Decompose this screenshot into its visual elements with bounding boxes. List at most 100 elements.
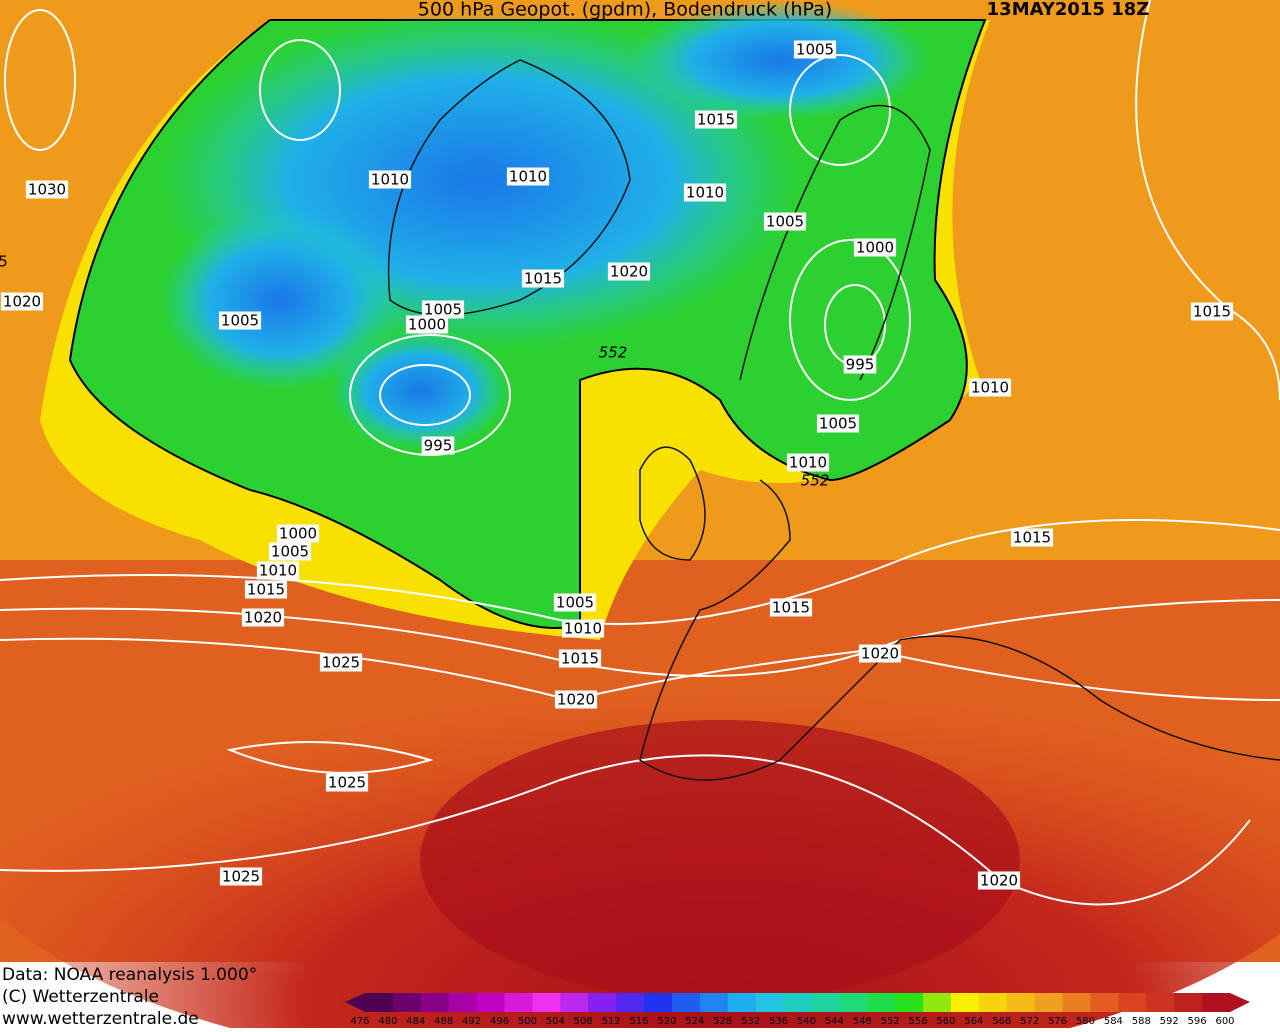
isobar-label: 1010 <box>509 168 547 186</box>
cold-zone <box>630 0 930 120</box>
colorbar-swatch <box>365 993 394 1012</box>
cold-zone <box>160 210 400 390</box>
isobar-label-box <box>694 110 738 129</box>
isobar-label-box <box>853 238 897 257</box>
isobar-label: 995 <box>424 437 453 455</box>
isobar-label: 1020 <box>980 872 1018 890</box>
isobar-label: 1015 <box>1013 529 1051 547</box>
isobar-label: 1000 <box>856 239 894 257</box>
isobar-label: 1020 <box>557 691 595 709</box>
isobar-label-box <box>244 580 288 599</box>
isobar-label: 1015 <box>772 599 810 617</box>
isobar-label: 995 <box>846 356 875 374</box>
colorbar-label: 524 <box>685 1016 704 1027</box>
isobar-label-box <box>421 300 465 319</box>
isobar-label: 1010 <box>371 171 409 189</box>
colorbar-swatch <box>755 993 785 1012</box>
colorbar-swatch <box>392 993 422 1012</box>
isobar-label-box <box>521 269 565 288</box>
footer-text: Data: NOAA reanalysis 1.000° <box>2 965 257 985</box>
isobar-label: 1020 <box>244 609 282 627</box>
isobar-label: 1010 <box>259 562 297 580</box>
colorbar-swatch <box>448 993 478 1012</box>
isobar-label-box <box>241 608 285 627</box>
colorbar-arrow <box>345 993 365 1012</box>
colorbar-swatch <box>616 993 645 1012</box>
map-date: 13MAY2015 18Z <box>987 0 1150 20</box>
isobar-label: 1005 <box>766 213 804 231</box>
colorbar-label: 528 <box>713 1016 732 1027</box>
isobar-label: 1005 <box>424 301 462 319</box>
isobar-label-box <box>858 644 902 663</box>
colorbar-swatch <box>504 993 533 1012</box>
isobar-label-box <box>319 653 363 672</box>
colorbar-swatch <box>867 993 896 1012</box>
colorbar-label: 496 <box>490 1016 509 1027</box>
isobar-label: 1010 <box>789 454 827 472</box>
isobar-label-box <box>968 378 1012 397</box>
isobar-label-box <box>763 212 807 231</box>
colorbar: 476 480 484 488 492 496 500 504 508 512 516 520 524 5… <box>345 993 1250 1027</box>
isobar-label: 1020 <box>3 293 41 311</box>
colorbar-label: 476 <box>350 1016 369 1027</box>
colorbar-label: 540 <box>797 1016 816 1027</box>
colorbar-label: 512 <box>602 1016 621 1027</box>
colorbar-label: 568 <box>992 1016 1011 1027</box>
isobar-label-box <box>219 867 263 886</box>
colorbar-label: 508 <box>574 1016 593 1027</box>
isobar-label: 1015 <box>561 650 599 668</box>
colorbar-label: 552 <box>881 1016 900 1027</box>
colorbar-swatch <box>1146 993 1175 1012</box>
colorbar-swatch <box>560 993 589 1012</box>
colorbar-label: 572 <box>1020 1016 1039 1027</box>
colorbar-label: 564 <box>964 1016 983 1027</box>
isobar-label: 1010 <box>564 620 602 638</box>
isobar-label-box <box>786 453 830 472</box>
colorbar-swatch <box>1202 993 1231 1012</box>
isobar-label-box <box>325 773 369 792</box>
isobar-label: 1025 <box>222 868 260 886</box>
isobar-label: 1000 <box>279 525 317 543</box>
colorbar-label: 576 <box>1048 1016 1067 1027</box>
colorbar-label: 480 <box>378 1016 397 1027</box>
colorbar-label: 584 <box>1104 1016 1123 1027</box>
isobar-label: 1005 <box>271 543 309 561</box>
colorbar-swatch <box>1118 993 1147 1012</box>
colorbar-label: 600 <box>1215 1016 1234 1027</box>
colorbar-swatch <box>839 993 868 1012</box>
colorbar-swatch <box>588 993 617 1012</box>
colorbar-swatch <box>671 993 701 1012</box>
colorbar-swatch <box>476 993 506 1012</box>
geopot-label: 552 <box>801 472 830 490</box>
isobar-label: 1015 <box>247 581 285 599</box>
isobar-label-box <box>421 436 455 455</box>
isobar-label: 1020 <box>610 263 648 281</box>
isobar-label: 1025 <box>322 654 360 672</box>
isobar-label-box <box>793 40 837 59</box>
isobar-label-box <box>769 598 813 617</box>
colorbar-swatch <box>420 993 450 1012</box>
isobar-label-box <box>553 593 597 612</box>
isobar-label: 5 <box>0 253 8 271</box>
isobar-label-box <box>554 690 598 709</box>
colorbar-swatch <box>783 993 812 1012</box>
colorbar-swatch <box>811 993 840 1012</box>
isobar-label: 1020 <box>861 645 899 663</box>
map-title: 500 hPa Geopot. (gpdm), Bodendruck (hPa) <box>418 0 832 21</box>
colorbar-swatch <box>1034 993 1064 1012</box>
isobar-label: 1005 <box>221 312 259 330</box>
colorbar-swatch <box>1174 993 1203 1012</box>
colorbar-label: 520 <box>657 1016 676 1027</box>
colorbar-label: 592 <box>1160 1016 1179 1027</box>
colorbar-swatch <box>699 993 729 1012</box>
isobar-label: 1015 <box>524 270 562 288</box>
footer-text: (C) Wetterzentrale <box>2 987 159 1007</box>
colorbar-swatch <box>1090 993 1119 1012</box>
isobar-label-box <box>683 183 727 202</box>
colorbar-label: 548 <box>853 1016 872 1027</box>
colorbar-label: 596 <box>1188 1016 1207 1027</box>
isobar-label-box <box>405 315 449 334</box>
